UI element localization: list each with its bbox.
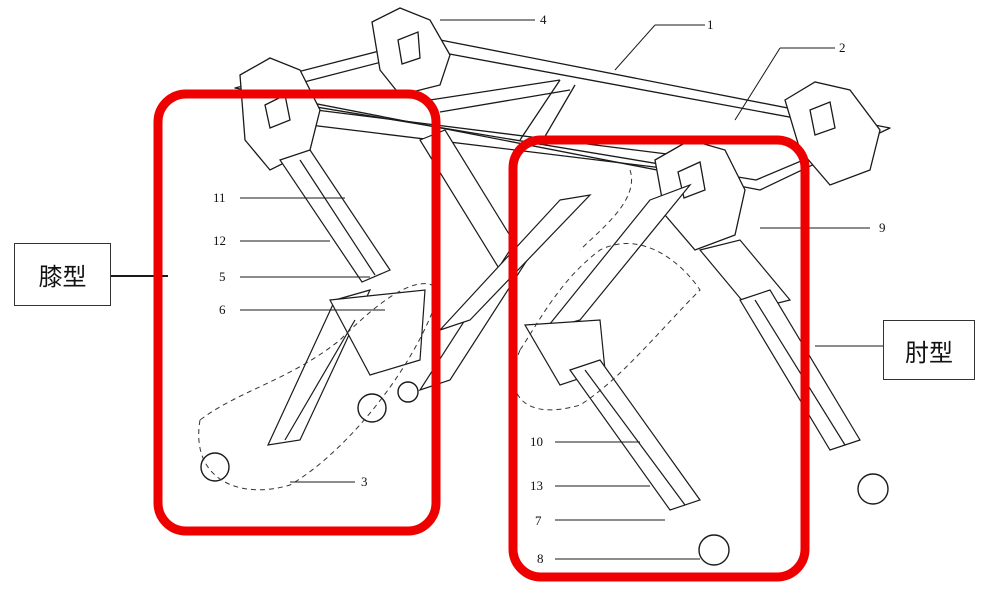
callout-7: 7 [535, 513, 542, 528]
callout-8: 8 [537, 551, 544, 566]
knee-highlight-frame [153, 89, 441, 536]
wheels [200, 381, 889, 566]
elbow-highlight-frame [508, 135, 810, 582]
legs [266, 129, 861, 511]
callout-5: 5 [219, 269, 226, 284]
callout-12: 12 [213, 233, 226, 248]
callout-13: 13 [530, 478, 543, 493]
callout-2: 2 [839, 40, 846, 55]
knee-type-label: 膝型 [14, 243, 111, 306]
highlight-frames [153, 89, 810, 582]
elbow-type-label: 肘型 [883, 320, 975, 380]
dashed-regions [198, 169, 701, 491]
callout-10: 10 [530, 434, 543, 449]
callout-3: 3 [361, 474, 368, 489]
callout-4: 4 [540, 12, 547, 27]
hip-plates [239, 7, 881, 251]
leader-lines [109, 19, 883, 560]
callout-6: 6 [219, 302, 226, 317]
callout-1: 1 [707, 17, 714, 32]
callout-9: 9 [879, 220, 886, 235]
callout-11: 11 [213, 190, 226, 205]
